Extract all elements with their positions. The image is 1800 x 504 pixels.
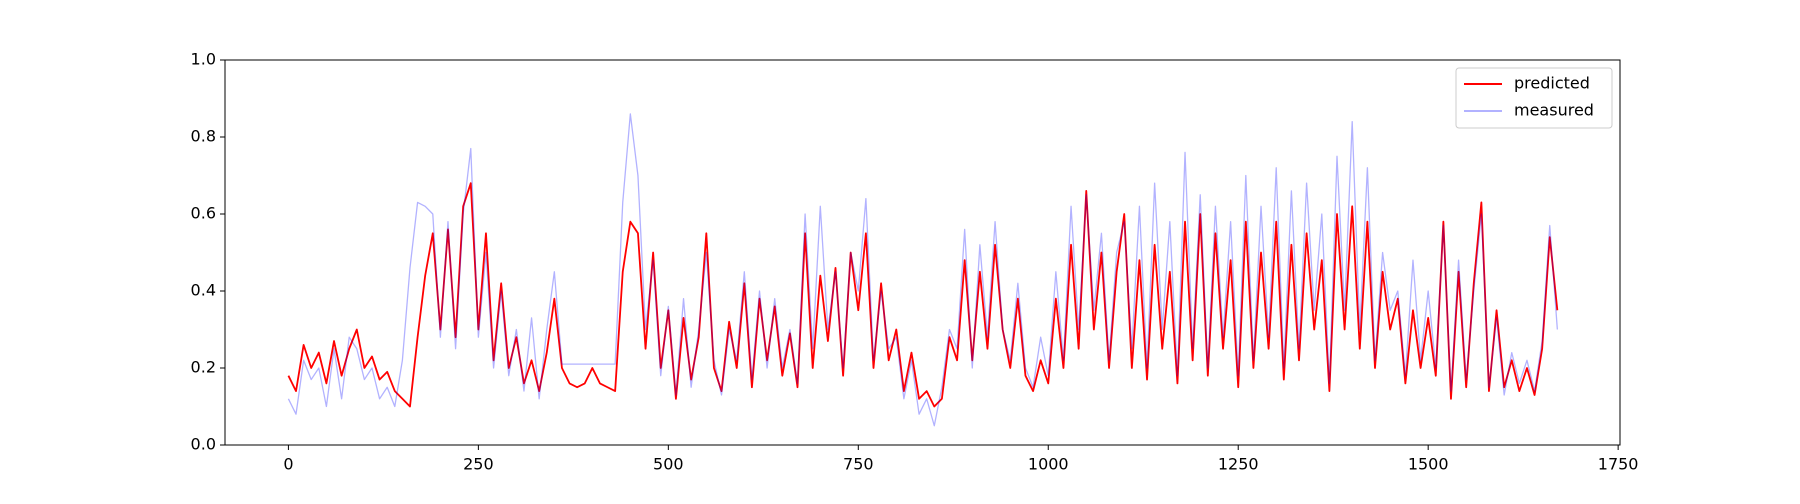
y-tick-label: 0.6: [191, 204, 216, 223]
y-tick-label: 0.2: [191, 358, 216, 377]
y-tick-label: 0.0: [191, 435, 216, 454]
plot-frame: [224, 59, 1621, 446]
series-line: [287, 182, 1559, 408]
x-tick-label: 0: [283, 455, 293, 474]
x-tick-label: 500: [653, 455, 684, 474]
y-tick-label: 0.8: [191, 127, 216, 146]
x-tick-label: 1750: [1598, 455, 1639, 474]
x-tick-label: 1000: [1028, 455, 1069, 474]
y-tick-label: 0.4: [191, 281, 216, 300]
x-tick-label: 1500: [1408, 455, 1449, 474]
x-tick-label: 250: [463, 455, 494, 474]
series-line: [287, 113, 1558, 427]
legend-label: measured: [1514, 101, 1594, 120]
legend-label: predicted: [1514, 74, 1590, 93]
y-tick-label: 1.0: [191, 50, 216, 69]
x-tick-label: 1250: [1218, 455, 1259, 474]
x-tick-label: 750: [843, 455, 874, 474]
